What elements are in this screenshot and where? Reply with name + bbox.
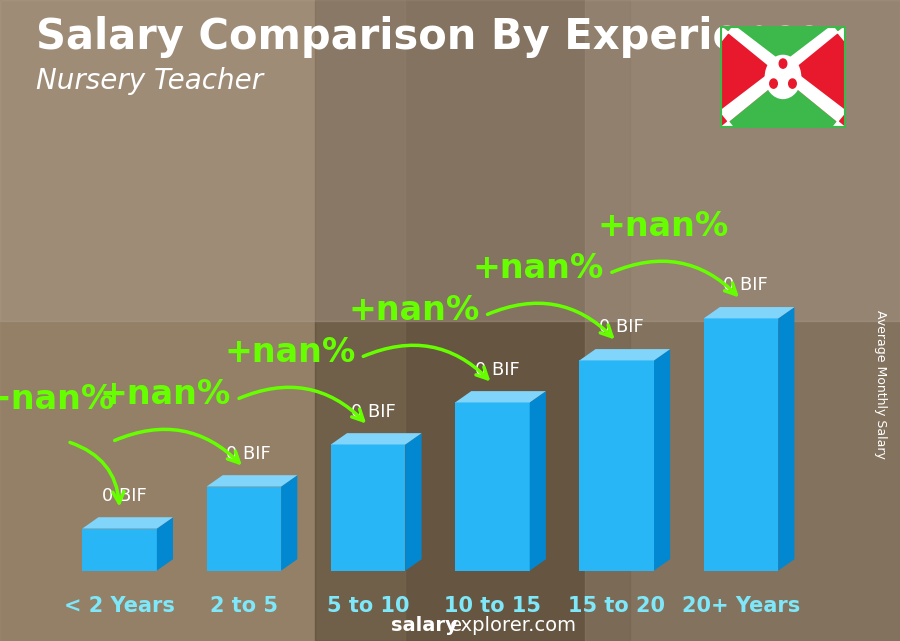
Circle shape bbox=[788, 79, 796, 88]
Polygon shape bbox=[331, 433, 421, 444]
Circle shape bbox=[779, 59, 787, 68]
Polygon shape bbox=[778, 307, 795, 570]
Polygon shape bbox=[580, 349, 670, 360]
Bar bbox=[315, 0, 630, 641]
Text: 0 BIF: 0 BIF bbox=[599, 319, 643, 337]
Polygon shape bbox=[704, 319, 778, 570]
Polygon shape bbox=[720, 26, 846, 77]
Polygon shape bbox=[82, 529, 157, 570]
Polygon shape bbox=[157, 517, 173, 570]
Polygon shape bbox=[455, 391, 546, 403]
Circle shape bbox=[765, 55, 801, 99]
Polygon shape bbox=[207, 475, 297, 487]
Polygon shape bbox=[405, 433, 421, 570]
Text: +nan%: +nan% bbox=[0, 383, 114, 417]
Bar bbox=[585, 0, 900, 641]
Text: +nan%: +nan% bbox=[224, 337, 356, 369]
Polygon shape bbox=[455, 403, 530, 570]
Text: 0 BIF: 0 BIF bbox=[226, 445, 271, 463]
Text: +nan%: +nan% bbox=[100, 378, 231, 412]
Text: 0 BIF: 0 BIF bbox=[102, 487, 147, 504]
Polygon shape bbox=[281, 475, 297, 570]
Bar bbox=[0, 0, 900, 320]
Polygon shape bbox=[207, 487, 281, 570]
Text: 0 BIF: 0 BIF bbox=[724, 276, 769, 294]
Text: 0 BIF: 0 BIF bbox=[351, 403, 395, 420]
Text: Average Monthly Salary: Average Monthly Salary bbox=[874, 310, 886, 459]
Polygon shape bbox=[720, 26, 783, 128]
Polygon shape bbox=[720, 26, 846, 128]
Polygon shape bbox=[704, 307, 795, 319]
Polygon shape bbox=[580, 360, 654, 570]
Text: Salary Comparison By Experience: Salary Comparison By Experience bbox=[36, 16, 824, 58]
Text: explorer.com: explorer.com bbox=[450, 615, 577, 635]
Polygon shape bbox=[530, 391, 546, 570]
Text: +nan%: +nan% bbox=[472, 252, 604, 285]
Text: +nan%: +nan% bbox=[348, 294, 480, 327]
Text: Nursery Teacher: Nursery Teacher bbox=[36, 67, 263, 96]
Polygon shape bbox=[720, 77, 846, 128]
Text: salary: salary bbox=[392, 615, 458, 635]
Polygon shape bbox=[331, 444, 405, 570]
Polygon shape bbox=[783, 26, 846, 128]
Circle shape bbox=[770, 79, 778, 88]
Polygon shape bbox=[720, 26, 846, 128]
Polygon shape bbox=[82, 517, 173, 529]
Polygon shape bbox=[654, 349, 670, 570]
Text: +nan%: +nan% bbox=[597, 210, 728, 243]
Text: 0 BIF: 0 BIF bbox=[475, 360, 519, 378]
Bar bbox=[0, 0, 405, 641]
